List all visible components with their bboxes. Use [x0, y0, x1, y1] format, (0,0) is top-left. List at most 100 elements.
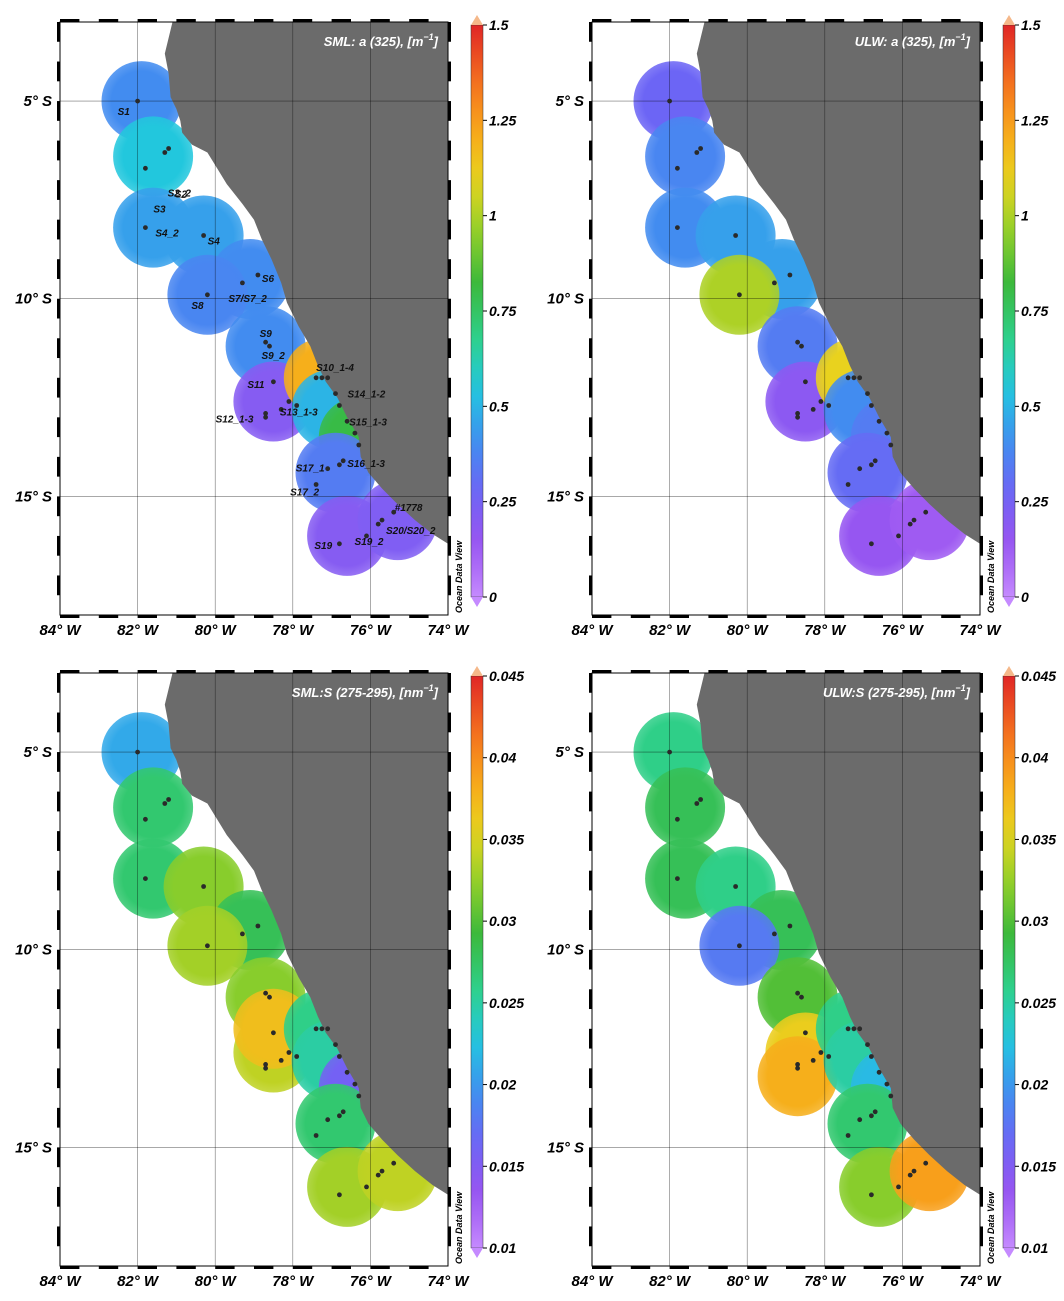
x-tick-label: 80° W — [727, 622, 770, 639]
station-marker — [278, 1058, 284, 1063]
station-marker — [337, 1054, 342, 1059]
station-marker — [803, 379, 808, 385]
y-tick-label: 15° S — [547, 1139, 584, 1156]
station-marker — [205, 292, 210, 298]
colorbar-tick-label: 1.25 — [489, 112, 516, 128]
station-label: S16_1-3 — [347, 459, 385, 470]
land-mass — [696, 673, 980, 1195]
station-marker — [675, 816, 680, 822]
station-marker — [364, 1184, 369, 1190]
field-region — [757, 1036, 838, 1117]
x-tick-label: 82° W — [117, 1273, 160, 1290]
station-marker — [733, 884, 738, 889]
station-marker — [201, 233, 207, 238]
station-marker — [694, 801, 700, 806]
station-marker — [344, 418, 350, 424]
station-marker — [201, 884, 207, 889]
colorbar — [1002, 675, 1016, 1249]
station-marker — [675, 225, 680, 231]
station-marker — [698, 797, 703, 802]
station-label: S20/S20_2 — [386, 526, 436, 537]
map-svg: SML:S (275-295), [nm−1] 84° W 82° W 80° W 78… — [15, 666, 524, 1290]
colorbar — [470, 675, 484, 1249]
panel-title: ULW:S (275-295), [nm−1] — [823, 683, 971, 700]
colorbar-tick-label: 0.75 — [1021, 303, 1048, 319]
station-marker — [313, 482, 319, 487]
x-tick-label: 84° W — [571, 1273, 614, 1290]
y-tick-label: 5° S — [555, 744, 584, 761]
colorbar — [470, 24, 484, 598]
map-panel-ulw-s275: ULW:S (275-295), [nm−1] 84° W 82° W 80° W 78… — [532, 651, 1064, 1301]
x-tick-label: 78° W — [804, 1273, 847, 1290]
station-marker — [325, 1117, 331, 1123]
station-marker — [737, 943, 742, 949]
station-marker — [872, 458, 878, 464]
station-marker — [857, 375, 863, 381]
station-label: S9_2 — [262, 351, 286, 362]
station-marker — [313, 1026, 319, 1032]
colorbar-min-arrow — [1003, 597, 1015, 607]
station-marker — [333, 1042, 338, 1047]
station-marker — [799, 343, 804, 349]
station-marker — [896, 533, 901, 539]
station-label: S1 — [118, 107, 131, 118]
station-marker — [391, 1160, 397, 1166]
land-mass — [164, 22, 448, 544]
station-marker — [263, 339, 268, 345]
station-marker — [267, 994, 272, 1000]
station-label: S17_2 — [290, 488, 319, 499]
station-marker — [319, 375, 325, 381]
station-marker — [286, 399, 292, 404]
field-region — [645, 767, 726, 848]
station-marker — [667, 98, 672, 104]
station-marker — [810, 407, 816, 412]
x-tick-label: 78° W — [272, 1273, 315, 1290]
station-marker — [319, 1026, 325, 1032]
station-marker — [240, 931, 245, 937]
station-marker — [364, 533, 369, 539]
colorbar-max-arrow — [471, 666, 483, 676]
station-marker — [803, 1030, 808, 1036]
colorbar-tick-label: 0.04 — [1021, 750, 1048, 766]
station-marker — [325, 466, 331, 472]
station-marker — [352, 1081, 358, 1087]
x-tick-label: 84° W — [571, 622, 614, 639]
station-marker — [356, 442, 362, 448]
station-marker — [826, 1054, 832, 1059]
watermark: Ocean Data View — [986, 1191, 996, 1264]
station-marker — [162, 801, 168, 806]
field-region — [113, 767, 194, 848]
station-marker — [810, 1058, 816, 1063]
x-tick-label: 80° W — [195, 622, 238, 639]
station-marker — [271, 1030, 276, 1036]
x-tick-label: 82° W — [117, 622, 160, 639]
station-marker — [795, 339, 800, 345]
station-marker — [340, 1109, 346, 1115]
field-region — [645, 116, 726, 197]
station-marker — [888, 1093, 894, 1099]
station-marker — [772, 931, 777, 937]
field-region — [827, 1083, 908, 1164]
station-marker — [851, 375, 857, 381]
station-marker — [907, 521, 913, 527]
station-label: S11 — [247, 380, 264, 391]
y-tick-label: 15° S — [547, 488, 584, 505]
station-marker — [255, 272, 261, 278]
field-region — [295, 1083, 376, 1164]
station-marker — [162, 150, 168, 155]
station-marker — [379, 1168, 385, 1174]
station-marker — [787, 272, 793, 278]
watermark: Ocean Data View — [986, 540, 996, 613]
x-tick-label: 80° W — [727, 1273, 770, 1290]
station-marker — [143, 225, 148, 231]
station-marker — [337, 1113, 342, 1119]
station-label: S12_1-3 — [216, 414, 254, 425]
station-marker — [818, 1050, 824, 1055]
station-label: S7/S7_2 — [228, 294, 267, 305]
colorbar-tick-label: 0.035 — [489, 831, 524, 847]
station-marker — [694, 150, 700, 155]
station-marker — [869, 541, 874, 547]
station-marker — [857, 1117, 863, 1123]
station-marker — [795, 411, 800, 416]
colorbar-tick-label: 1 — [489, 208, 497, 224]
